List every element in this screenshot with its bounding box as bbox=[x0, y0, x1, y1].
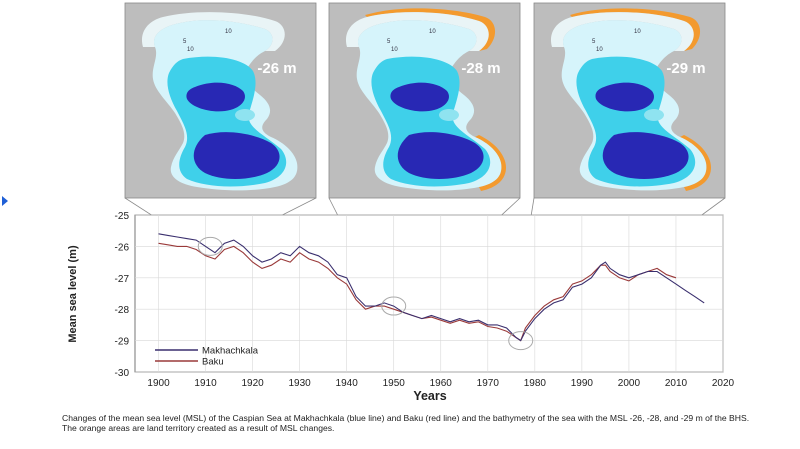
series-line-makhachkala bbox=[158, 233, 705, 342]
x-tick-label: 2000 bbox=[618, 378, 641, 389]
contour-label: 5 bbox=[183, 39, 187, 45]
y-axis-label: Mean sea level (m) bbox=[67, 245, 79, 343]
contour-label: 5 bbox=[387, 39, 391, 45]
y-tick-label: -27 bbox=[115, 274, 130, 285]
sea-deep-middle bbox=[186, 82, 245, 112]
contour-label: 10 bbox=[225, 29, 232, 35]
sea-sill bbox=[644, 109, 664, 121]
contour-label: 10 bbox=[429, 29, 436, 35]
sea-deep-middle bbox=[390, 82, 449, 112]
y-tick-label: -29 bbox=[115, 337, 130, 348]
sea-deep-south bbox=[193, 132, 280, 179]
contour-label: 10 bbox=[187, 47, 194, 53]
highlight-circle bbox=[197, 236, 223, 256]
sea-deep-middle bbox=[595, 82, 654, 112]
north-shallows bbox=[550, 12, 694, 52]
grid-lines bbox=[135, 214, 724, 373]
y-tick-label: -26 bbox=[115, 242, 130, 253]
x-tick-label: 1930 bbox=[289, 378, 312, 389]
y-tick-labels: -25 -26 -27 -28 -29 -30 bbox=[115, 211, 130, 379]
y-tick-label: -30 bbox=[115, 368, 130, 379]
x-tick-label: 1900 bbox=[147, 378, 170, 389]
y-tick-label: -28 bbox=[115, 305, 130, 316]
x-tick-label: 1910 bbox=[194, 378, 217, 389]
contour-label: 10 bbox=[596, 47, 603, 53]
sea-level-chart: -25-26-27-28-29-30 1900 1910 1920 1930 1940 1… bbox=[67, 211, 735, 403]
x-tick-label: 1980 bbox=[524, 378, 547, 389]
x-tick-label: 1970 bbox=[477, 378, 500, 389]
highlight-circle bbox=[381, 296, 407, 316]
x-tick-label: 1960 bbox=[430, 378, 453, 389]
x-tick-label: 2010 bbox=[665, 378, 688, 389]
x-axis-label: Years bbox=[413, 389, 446, 403]
map-level-label: -26 m bbox=[257, 60, 296, 77]
north-shallows bbox=[345, 12, 489, 52]
highlight-circles bbox=[197, 236, 534, 351]
figure-caption: Changes of the mean sea level (MSL) of t… bbox=[62, 413, 750, 433]
map-level-label: -28 m bbox=[461, 60, 500, 77]
north-shallows bbox=[141, 12, 285, 52]
x-tick-label: 1940 bbox=[336, 378, 359, 389]
legend: Makhachkala Baku bbox=[155, 346, 259, 368]
map-level-label: -29 m bbox=[666, 60, 705, 77]
x-tick-labels: 1900 1910 1920 1930 1940 1950 1960 1970 1980 1990… bbox=[147, 378, 734, 389]
series-line-baku bbox=[158, 242, 677, 342]
exposed-land-area bbox=[570, 8, 711, 192]
contour-label: 10 bbox=[391, 47, 398, 53]
legend-label-makhachkala: Makhachkala bbox=[202, 346, 259, 357]
x-tick-label: 1950 bbox=[383, 378, 406, 389]
sea-sill bbox=[439, 109, 459, 121]
x-tick-label: 2020 bbox=[712, 378, 735, 389]
y-tick-label: -25 bbox=[115, 211, 130, 222]
x-tick-label: 1990 bbox=[571, 378, 594, 389]
highlight-circle bbox=[508, 331, 534, 351]
sea-deep-south bbox=[397, 132, 484, 179]
x-tick-label: 1920 bbox=[241, 378, 264, 389]
slide-marker-icon bbox=[2, 196, 8, 206]
contour-label: 5 bbox=[592, 39, 596, 45]
contour-label: 10 bbox=[634, 29, 641, 35]
sea-sill bbox=[235, 109, 255, 121]
legend-label-baku: Baku bbox=[202, 357, 224, 368]
exposed-land-area bbox=[365, 8, 506, 192]
sea-deep-south bbox=[602, 132, 689, 179]
